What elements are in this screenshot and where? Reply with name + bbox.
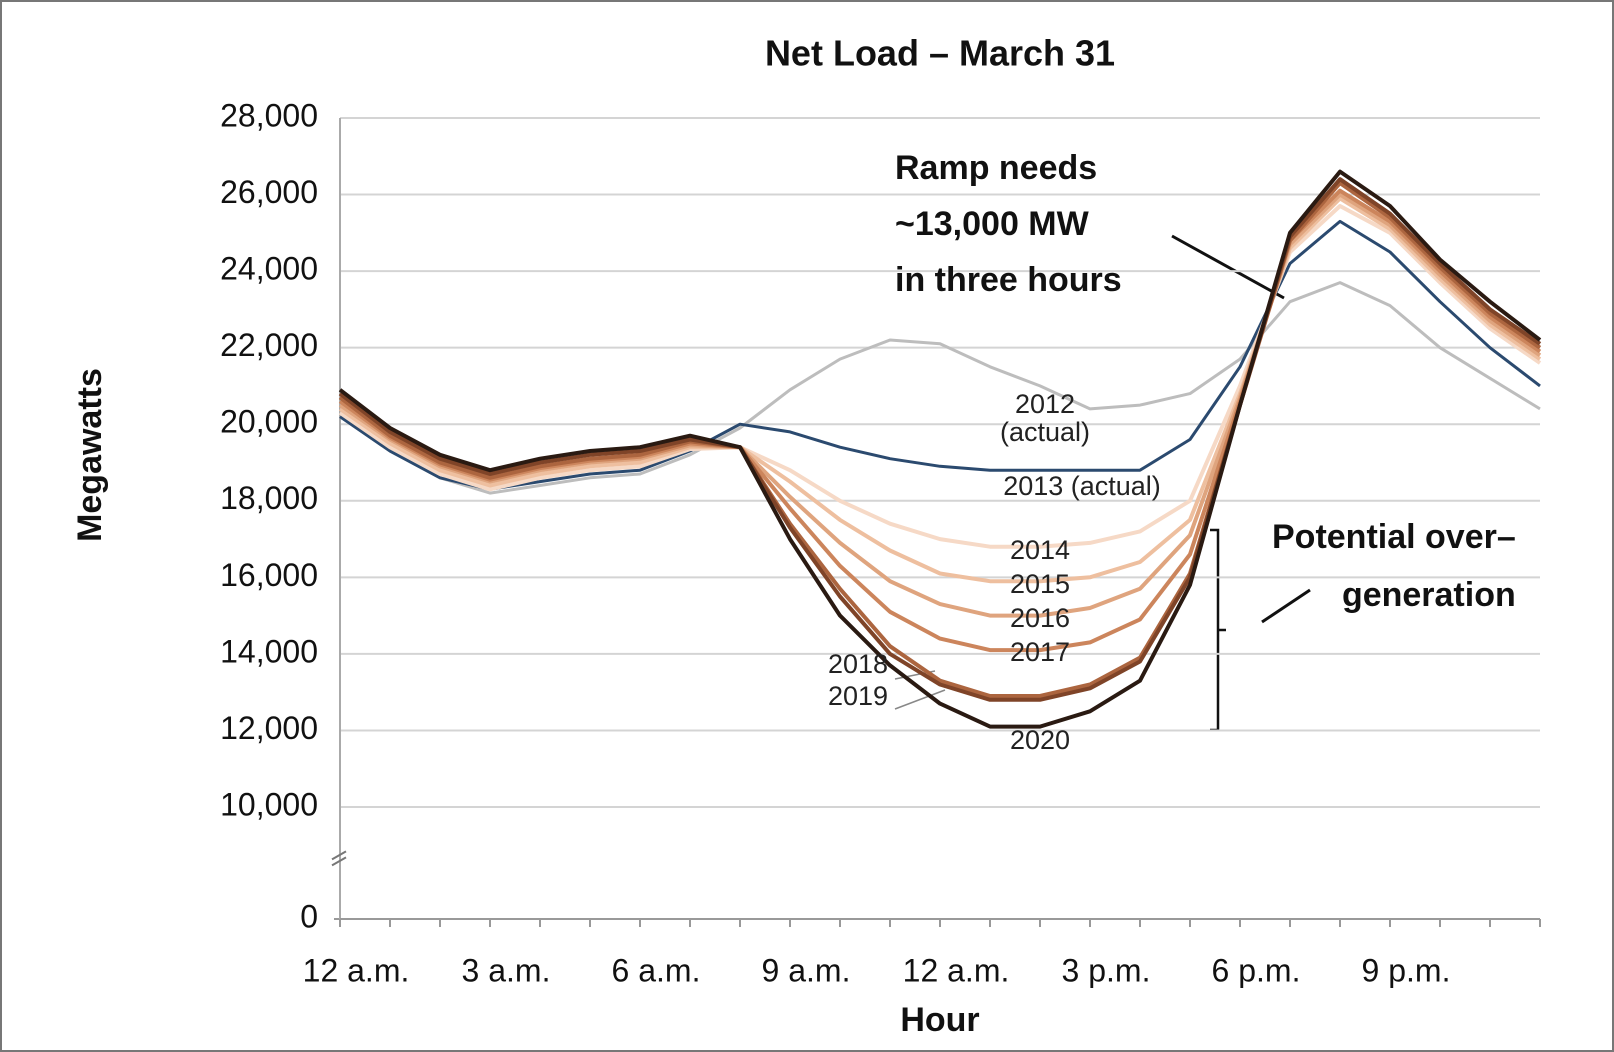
x-tick-label: 6 a.m. xyxy=(612,952,701,988)
series-line xyxy=(338,169,1542,729)
y-tick-label: 28,000 xyxy=(220,97,318,133)
series-line xyxy=(338,196,1542,584)
leader-line xyxy=(894,689,946,710)
series-label: 2014 xyxy=(1009,535,1071,565)
series-line xyxy=(338,204,1542,549)
y-tick-label: 14,000 xyxy=(220,633,318,669)
annotation-line: Ramp needs xyxy=(895,149,1098,187)
y-tick-label: 24,000 xyxy=(220,251,318,287)
y-tick-label: 18,000 xyxy=(220,480,318,516)
annotation-line: ~13,000 MW xyxy=(895,205,1089,243)
series-line xyxy=(339,219,1541,491)
brace xyxy=(1210,528,1226,732)
y-axis-label: Megawatts xyxy=(71,368,109,542)
ramp-annotation: Ramp needs ~13,000 MW in three hours xyxy=(895,140,1122,308)
series-label: 2015 xyxy=(1009,569,1071,599)
y-tick-label: 16,000 xyxy=(220,557,318,593)
x-axis-label: Hour xyxy=(900,1001,979,1039)
y-tick-label: 10,000 xyxy=(220,786,318,822)
x-tick-label: 3 a.m. xyxy=(462,952,551,988)
ramp-pointer xyxy=(1171,234,1285,300)
x-tick-label: 12 a.m. xyxy=(903,952,1010,988)
overgen-annotation: Potential over– generation xyxy=(1272,508,1516,624)
series-label: 2017 xyxy=(1009,637,1071,667)
y-tick-label: 20,000 xyxy=(220,404,318,440)
y-tick-label: 12,000 xyxy=(220,710,318,746)
chart-title: Net Load – March 31 xyxy=(765,33,1115,74)
x-tick-label: 9 p.m. xyxy=(1362,952,1451,988)
series-line xyxy=(338,181,1542,698)
series-label: 2019 xyxy=(827,681,889,711)
y-tick-label: 22,000 xyxy=(220,327,318,363)
x-tick-label: 9 a.m. xyxy=(762,952,851,988)
x-tick-label: 12 a.m. xyxy=(303,952,410,988)
series-label: 2020 xyxy=(1009,725,1071,755)
series-label: 2018 xyxy=(827,649,889,679)
y-tick-label: 0 xyxy=(300,898,318,934)
overgen-pointer xyxy=(1261,588,1311,624)
annotation-line: Potential over– xyxy=(1272,518,1516,556)
annotation-line: generation xyxy=(1341,576,1516,614)
series-label: 2016 xyxy=(1009,603,1071,633)
x-tick-label: 3 p.m. xyxy=(1062,952,1151,988)
series-line xyxy=(339,281,1541,495)
x-tick-label: 6 p.m. xyxy=(1212,952,1301,988)
series-label: 2012 (actual) xyxy=(999,389,1091,447)
series-line xyxy=(338,177,1542,702)
axis-break xyxy=(331,850,347,867)
y-tick-label: 26,000 xyxy=(220,174,318,210)
series-label: 2013 (actual) xyxy=(1003,471,1161,501)
annotation-line: in three hours xyxy=(895,261,1122,299)
